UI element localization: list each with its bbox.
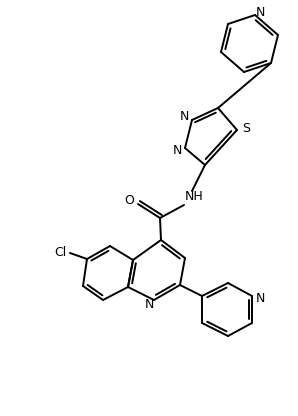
Text: N: N bbox=[255, 5, 265, 18]
Text: N: N bbox=[144, 297, 154, 310]
Text: S: S bbox=[242, 121, 250, 134]
Text: Cl: Cl bbox=[54, 247, 66, 260]
Text: O: O bbox=[124, 195, 134, 208]
Text: N: N bbox=[255, 292, 265, 305]
Text: NH: NH bbox=[185, 191, 203, 203]
Text: N: N bbox=[179, 109, 189, 122]
Text: N: N bbox=[172, 144, 182, 156]
